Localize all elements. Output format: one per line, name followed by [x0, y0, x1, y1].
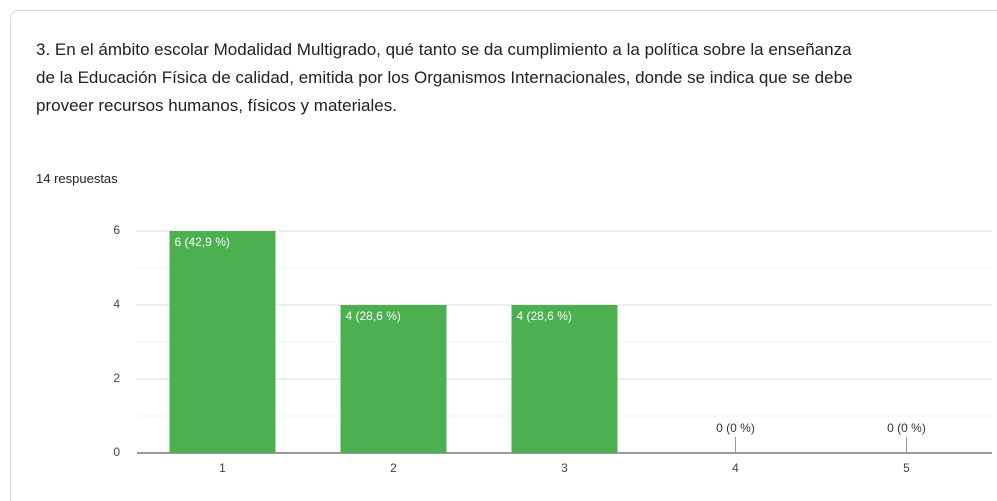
page: 3. En el ámbito escolar Modalidad Multig… [10, 10, 997, 501]
x-tick-label: 4 [732, 461, 739, 475]
y-tick-label: 6 [113, 223, 120, 237]
bar [340, 305, 447, 453]
bar [169, 231, 276, 453]
y-tick-label: 4 [113, 297, 120, 311]
response-count: 14 respuestas [36, 171, 118, 186]
x-tick-label: 3 [561, 461, 568, 475]
data-label: 0 (0 %) [887, 421, 926, 435]
x-tick-label: 5 [903, 461, 910, 475]
x-tick-label: 2 [390, 461, 397, 475]
y-tick-label: 2 [113, 371, 120, 385]
question-title: 3. En el ámbito escolar Modalidad Multig… [36, 40, 853, 115]
y-tick-label: 0 [113, 445, 120, 459]
card [10, 10, 997, 501]
data-label: 0 (0 %) [716, 421, 755, 435]
data-label: 4 (28,6 %) [517, 309, 572, 323]
x-tick-label: 1 [219, 461, 226, 475]
bar [511, 305, 618, 453]
data-label: 4 (28,6 %) [346, 309, 401, 323]
data-label: 6 (42,9 %) [175, 235, 230, 249]
chart: 0 2 4 6 1 6 (42,9 %) 2 4 (28,6 %) 3 4 (28,6 %) 4 0 … [113, 223, 992, 475]
